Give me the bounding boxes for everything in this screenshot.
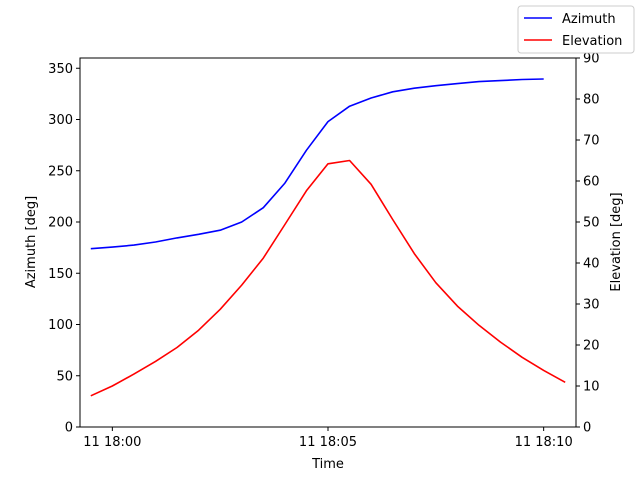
left-tick-label: 200 (48, 216, 73, 231)
left-tick-label: 50 (56, 369, 73, 384)
right-tick-label: 10 (583, 380, 600, 395)
x-tick-label: 11 18:10 (515, 435, 573, 450)
left-tick-label: 250 (48, 164, 73, 179)
legend: Azimuth Elevation (517, 5, 635, 54)
left-tick-label: 300 (48, 113, 73, 128)
right-tick-label: 20 (583, 339, 600, 354)
azimuth-line (90, 78, 544, 250)
left-tick-label: 150 (48, 267, 73, 282)
right-axis-ticks: 0 10 20 30 40 50 60 70 80 90 (576, 52, 600, 436)
right-axis-label: Elevation [deg] (609, 192, 624, 291)
left-axis-ticks: 0 50 100 150 200 250 300 350 (48, 62, 80, 436)
right-tick-label: 70 (583, 134, 600, 149)
right-tick-label: 60 (583, 175, 600, 190)
elevation-line (90, 159, 566, 397)
series-layer (90, 78, 566, 397)
left-axis-label: Azimuth [deg] (24, 196, 39, 288)
right-tick-label: 90 (583, 52, 600, 67)
right-tick-label: 50 (583, 216, 600, 231)
left-tick-label: 350 (48, 62, 73, 77)
right-tick-label: 0 (583, 421, 591, 436)
left-tick-label: 100 (48, 318, 73, 333)
x-tick-label: 11 18:05 (299, 435, 357, 450)
legend-elevation-label: Elevation (562, 34, 622, 49)
x-tick-label: 11 18:00 (83, 435, 141, 450)
right-tick-label: 30 (583, 298, 600, 313)
right-tick-label: 40 (583, 257, 600, 272)
legend-azimuth-label: Azimuth (562, 12, 616, 27)
right-tick-label: 80 (583, 93, 600, 108)
x-axis-ticks: 11 18:00 11 18:05 11 18:10 (83, 427, 573, 450)
left-tick-label: 0 (65, 421, 73, 436)
x-axis-label: Time (311, 457, 344, 472)
